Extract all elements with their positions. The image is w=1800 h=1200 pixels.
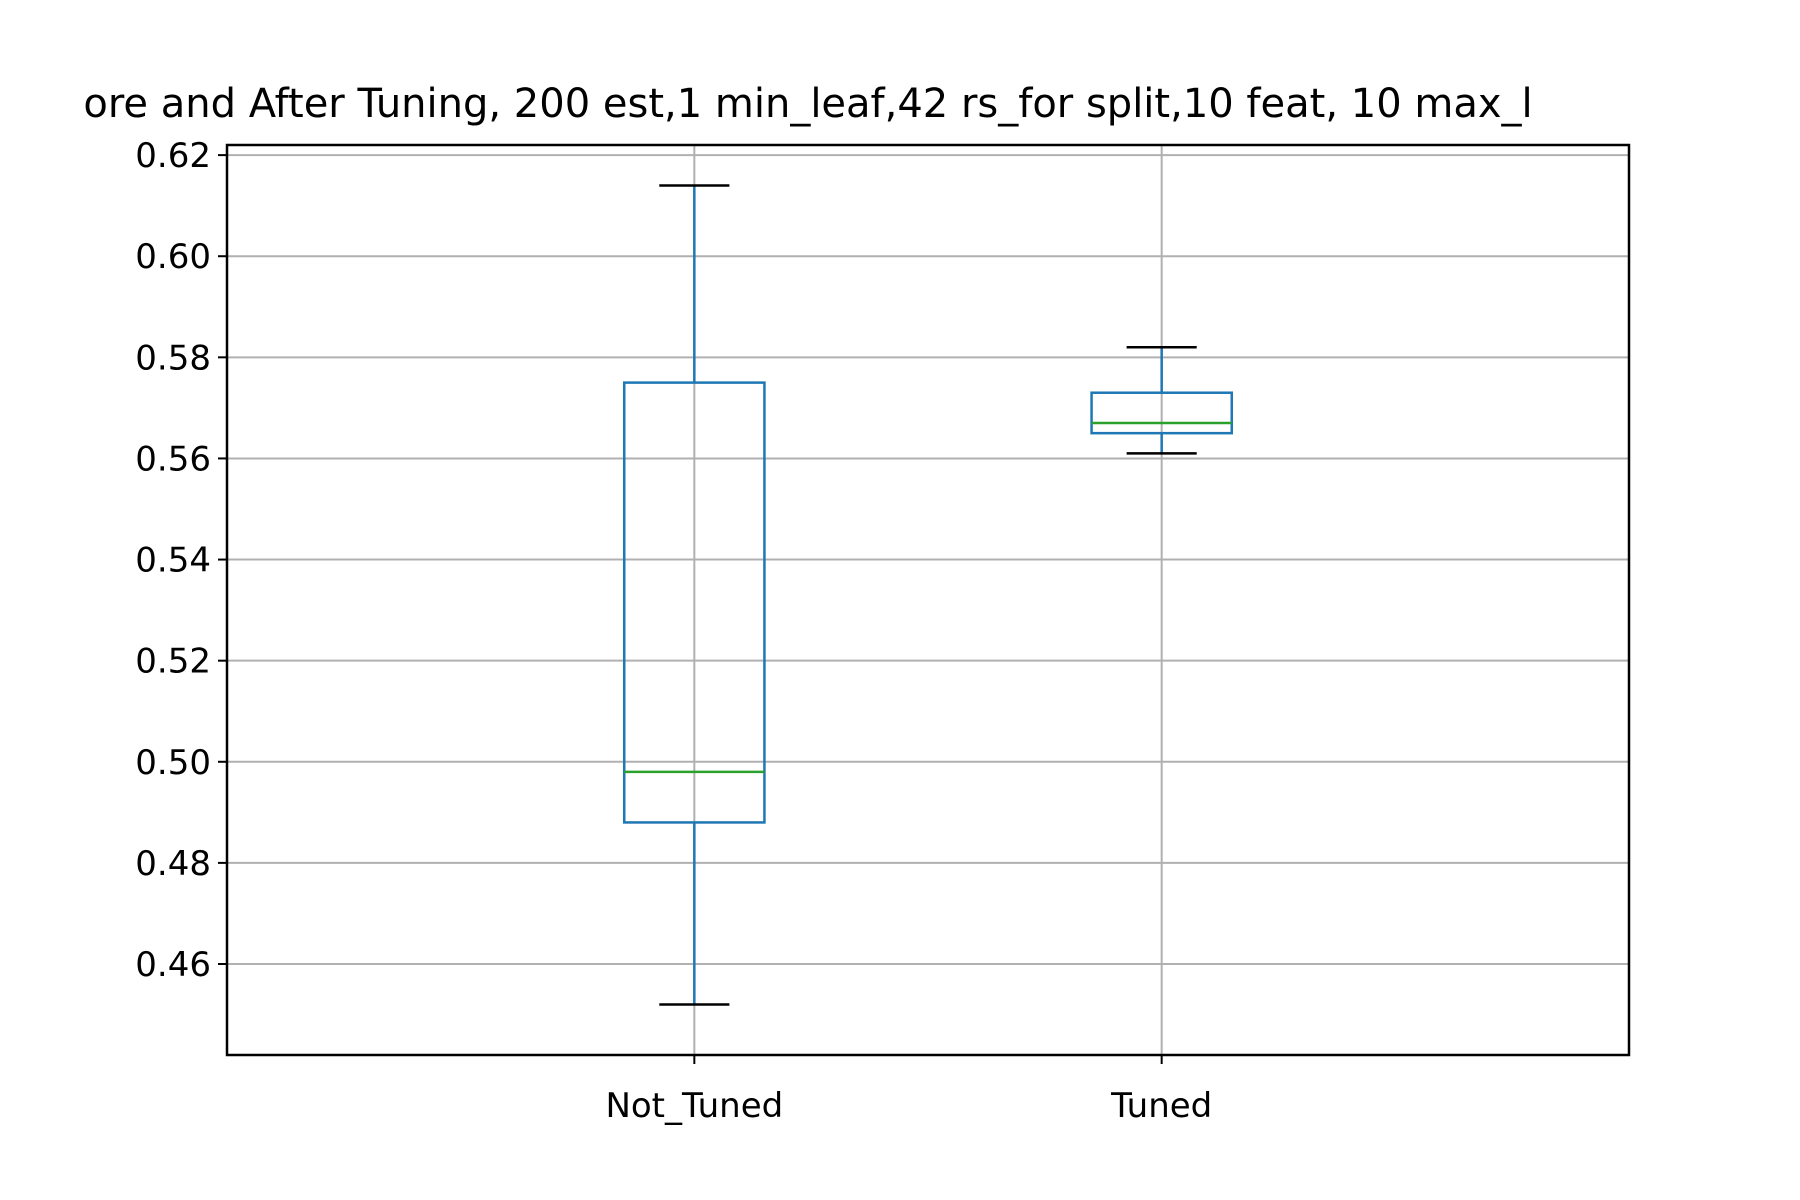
box-iqr (1090, 391, 1234, 435)
axes: 0.46 0.48 0.50 0.52 0.54 0.56 0.58 0.60 0.62 Not_… (135, 136, 1212, 1126)
y-tick-label: 0.62 (135, 136, 211, 176)
y-tick-label: 0.54 (135, 541, 211, 581)
x-tick-label: Tuned (1110, 1086, 1212, 1126)
box-iqr (622, 381, 766, 824)
y-tick-label: 0.46 (135, 945, 211, 985)
boxes (622, 184, 1234, 1006)
x-tick-label: Not_Tuned (605, 1086, 783, 1126)
box-tuned (1090, 345, 1234, 455)
grid-lines (227, 145, 1629, 1055)
plot-area-frame (225, 143, 1631, 1057)
y-tick-label: 0.52 (135, 642, 211, 682)
y-tick-label: 0.56 (135, 439, 211, 479)
y-tick-label: 0.60 (135, 237, 211, 277)
box-not-tuned (622, 184, 766, 1006)
chart-title: ore and After Tuning, 200 est,1 min_leaf… (83, 81, 1532, 127)
y-tick-label: 0.48 (135, 844, 211, 884)
y-tick-label: 0.50 (135, 743, 211, 783)
y-tick-label: 0.58 (135, 338, 211, 378)
